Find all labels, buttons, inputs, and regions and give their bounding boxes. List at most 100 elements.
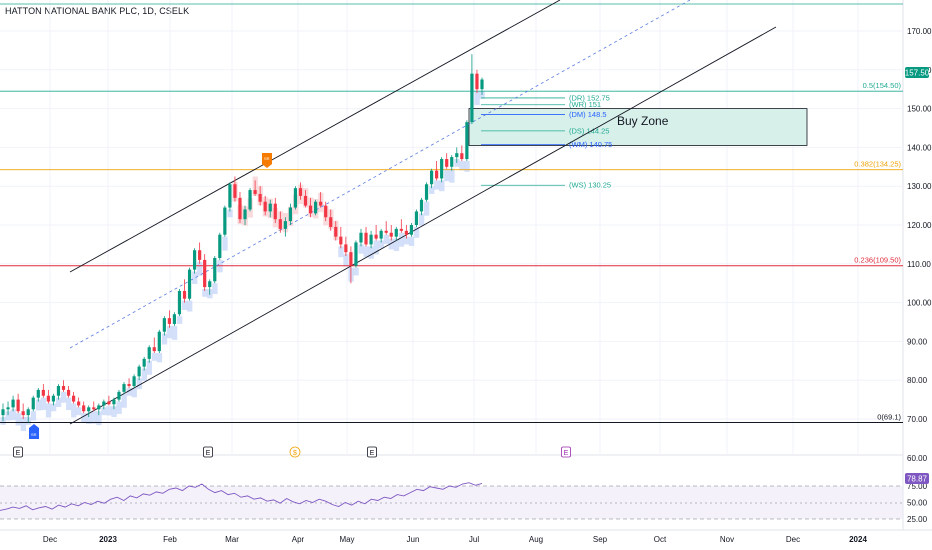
candle-body <box>16 399 20 412</box>
cloud-segment <box>20 417 26 432</box>
candle-body <box>233 184 237 198</box>
candle-body <box>61 386 66 390</box>
candle-body <box>349 252 353 266</box>
price-tick-label: 90.00 <box>907 337 928 346</box>
cloud-segment <box>60 391 67 403</box>
candle-body <box>56 386 61 396</box>
rsi-line[interactable] <box>0 482 483 511</box>
time-tick-label: Oct <box>654 535 667 544</box>
candle-body <box>11 399 15 408</box>
price-axis[interactable]: 170.00160.00150.00140.00130.00120.00110.… <box>907 27 932 463</box>
candle-body <box>364 232 368 245</box>
candle-body <box>213 257 217 282</box>
event-label: E <box>370 450 375 457</box>
candle-body <box>374 234 378 239</box>
cloud-segment <box>126 387 132 396</box>
candle-body <box>319 201 323 206</box>
candle-body <box>339 236 343 245</box>
candle-body <box>97 405 101 410</box>
cloud-segment <box>439 180 445 192</box>
channel-upper-line[interactable] <box>69 0 561 273</box>
candle-body <box>324 205 328 218</box>
candle-body <box>334 226 338 237</box>
cloud-segment <box>187 300 193 312</box>
cloud-segment <box>388 238 395 250</box>
candle-body <box>218 234 222 258</box>
candle-body <box>198 250 202 260</box>
cloud-segment <box>479 91 485 99</box>
cloud-segment <box>338 246 344 258</box>
cloud-segment <box>146 360 153 375</box>
channel-lower-line[interactable] <box>69 26 777 425</box>
candle-body <box>152 347 156 352</box>
cloud-segment <box>15 413 21 426</box>
candle-body <box>354 242 358 266</box>
cloud-segment <box>121 393 127 408</box>
cloud-segment <box>66 397 72 411</box>
rsi-tick-label: 75.00 <box>907 482 928 491</box>
candle-body <box>303 195 308 206</box>
cloud-segment <box>86 413 92 425</box>
candle-body <box>1 409 5 416</box>
candle-body <box>480 79 484 90</box>
candle-body <box>137 366 141 377</box>
cloud-segment <box>429 186 435 194</box>
cloud-segment <box>30 411 37 421</box>
dividend-event-icon <box>289 446 301 458</box>
price-tick-label: 130.00 <box>907 182 932 191</box>
time-tick-label: Apr <box>292 535 305 544</box>
time-tick-label: Dec <box>43 535 57 544</box>
candle-body <box>308 205 313 214</box>
cloud-segment <box>464 160 470 172</box>
cloud-segment <box>398 232 405 247</box>
cloud-segment <box>45 403 52 418</box>
events-row[interactable]: E E $ E E <box>13 446 571 458</box>
rsi-band <box>0 486 903 519</box>
candle-body <box>445 159 449 167</box>
cloud-segment <box>91 411 97 424</box>
cloud-segment <box>35 399 42 411</box>
candle-body <box>162 318 166 332</box>
time-axis[interactable]: Dec 2023 Feb Mar Apr May Jun Jul Aug Sep Oct Nov Dec… <box>43 535 868 544</box>
candle-body <box>394 228 398 237</box>
candle-body <box>248 190 252 210</box>
candle-body <box>450 157 454 167</box>
candle-body <box>193 250 197 270</box>
candle-body <box>283 221 287 229</box>
candle-body <box>273 203 277 220</box>
candle-body <box>455 153 459 158</box>
candle-body <box>182 290 187 299</box>
svg-text:SR: SR <box>31 432 37 437</box>
candle-body <box>157 331 161 352</box>
time-tick-label: Sep <box>593 535 608 544</box>
time-tick-label: Dec <box>786 535 800 544</box>
event-label: E <box>16 450 21 457</box>
candle-body <box>243 209 247 220</box>
price-tick-label: 60.00 <box>907 454 928 463</box>
cloud-segment <box>156 353 163 363</box>
time-tick-label: Aug <box>529 535 543 544</box>
cloud-segment <box>212 283 218 295</box>
time-tick-label: 2023 <box>99 535 117 544</box>
candle-body <box>475 73 479 90</box>
cloud-segment <box>50 403 57 412</box>
candle-body <box>314 201 318 214</box>
pivot-levels: (DR) 152.75(WR) 151(DM) 148.5 (DS) 144.25… <box>481 93 612 190</box>
channel-mid-line[interactable] <box>69 0 691 349</box>
price-tick-label: 150.00 <box>907 105 932 114</box>
cloud-segment <box>202 289 208 297</box>
candle-body <box>208 281 212 288</box>
time-tick-label: Jul <box>469 535 479 544</box>
candle-body <box>460 153 464 160</box>
candle-body <box>203 259 207 288</box>
signal-marker-top[interactable]: SR <box>262 153 272 168</box>
cloud-segment <box>358 244 364 254</box>
signal-marker-bottom[interactable]: SR <box>29 424 39 439</box>
chart-title: HATTON NATIONAL BANK PLC, 1D, CSELK <box>5 6 190 16</box>
candle-body <box>424 184 429 200</box>
cloud-segment <box>459 160 465 171</box>
candle-body <box>258 193 262 202</box>
earnings-event-icon <box>367 446 377 458</box>
rsi-tick-label: 25.00 <box>907 515 928 524</box>
